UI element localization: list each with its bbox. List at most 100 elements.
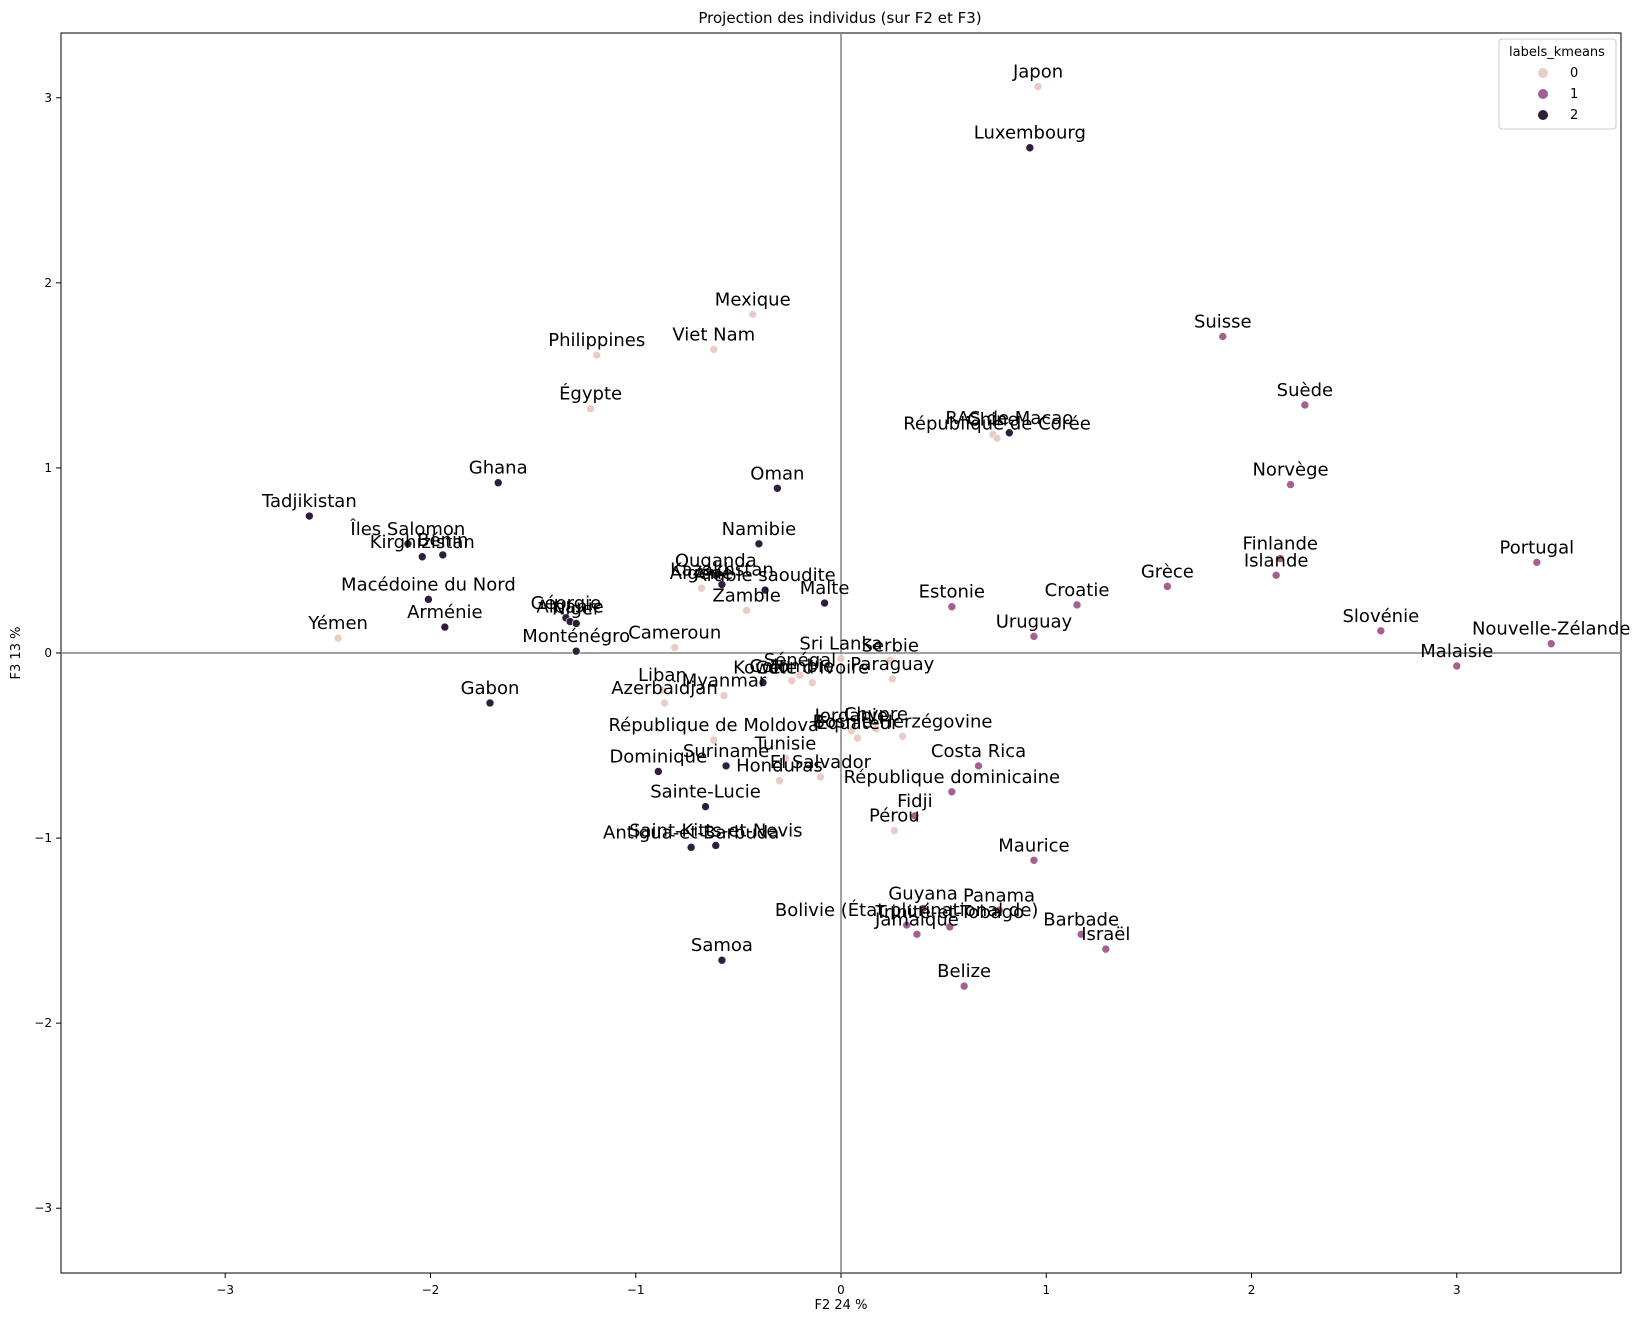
data-point: [709, 345, 719, 354]
point-label: RAS de Macao: [945, 408, 1073, 429]
data-point: [947, 787, 957, 797]
y-tick-label: −3: [34, 1201, 52, 1215]
point-label: Kazakhstan: [670, 560, 774, 581]
point-label: Slovénie: [1343, 606, 1420, 627]
data-point: [1452, 661, 1462, 671]
data-point: [974, 761, 983, 771]
y-tick-label: 2: [44, 276, 52, 290]
point-label: Arabie saoudite: [694, 565, 835, 586]
point-label: Albanie: [536, 597, 603, 618]
data-point: [1286, 480, 1295, 489]
y-tick-label: −2: [34, 1016, 52, 1030]
data-point: [440, 622, 450, 632]
point-label: Namibie: [722, 519, 797, 540]
point-label: République de Moldova: [608, 715, 819, 736]
data-point: [787, 676, 797, 686]
legend-frame: [1498, 38, 1617, 130]
legend-marker-2: [1538, 110, 1548, 120]
point-label: Jordanie: [814, 706, 888, 727]
data-point: [697, 583, 706, 593]
data-point: [1025, 143, 1035, 153]
data-point: [758, 678, 768, 687]
data-point: [959, 981, 969, 991]
point-label: Zambie: [712, 585, 780, 606]
point-label: Fidji: [897, 791, 932, 812]
point-label: Sénégal: [764, 650, 836, 671]
data-point: [1376, 626, 1386, 636]
x-tick-label: 3: [1453, 1283, 1461, 1297]
data-point: [686, 843, 696, 852]
point-label: Croatie: [1045, 580, 1110, 601]
point-label: Cameroun: [628, 622, 721, 643]
chart-title: Projection des individus (sur F2 et F3): [698, 9, 981, 27]
point-label: Malte: [800, 578, 850, 599]
data-point: [773, 483, 782, 493]
legend-marker-1: [1538, 89, 1548, 99]
data-point: [493, 478, 503, 488]
point-label: Pérou: [869, 806, 920, 827]
point-label: Honduras: [736, 756, 823, 777]
y-tick-label: 1: [44, 461, 52, 475]
data-point: [403, 539, 413, 549]
data-point: [902, 920, 911, 930]
data-point: [890, 826, 899, 835]
y-tick-label: 0: [44, 646, 52, 660]
data-point: [947, 602, 957, 612]
data-point: [888, 674, 897, 684]
data-point: [1163, 582, 1172, 591]
data-points: [305, 82, 1556, 991]
point-label: Macédoine du Nord: [341, 574, 516, 595]
data-point: [945, 922, 955, 932]
data-point: [742, 606, 751, 615]
point-label: Samoa: [691, 935, 753, 956]
reference-lines: [61, 33, 1621, 1273]
data-point: [918, 904, 928, 913]
x-axis: −3 −2 −1 0 1 2 3: [216, 1273, 1461, 1297]
point-label: Suisse: [1194, 312, 1252, 333]
data-point: [816, 772, 825, 782]
data-point: [781, 754, 790, 763]
point-label: Maurice: [998, 835, 1069, 856]
data-point: [670, 643, 680, 652]
data-point: [717, 580, 727, 589]
data-point: [912, 930, 922, 939]
point-label: Costa Rica: [931, 741, 1026, 762]
data-point: [795, 670, 805, 680]
point-label: Arménie: [407, 602, 483, 623]
point-label: Bosnie-Herzégovine: [813, 711, 993, 732]
x-tick-label: −3: [216, 1283, 234, 1297]
point-label: Uruguay: [996, 611, 1073, 632]
data-point: [711, 570, 721, 580]
point-label: Azerbaïdjan: [611, 678, 718, 699]
point-label: Colombie: [749, 656, 834, 677]
point-label: Saint-Kitts-et-Nevis: [629, 820, 802, 841]
data-point: [775, 776, 784, 786]
point-label: Ghana: [469, 458, 528, 479]
point-label: Égypte: [559, 383, 622, 405]
data-point: [1218, 332, 1228, 341]
point-label: Îles Salomon: [349, 518, 465, 540]
point-label: Grèce: [1141, 561, 1194, 582]
legend-title: labels_kmeans: [1509, 45, 1605, 60]
point-label: Yémen: [307, 613, 368, 634]
point-label: Géorgie: [531, 593, 602, 614]
point-label: Sri Lanka: [799, 634, 882, 655]
point-label: Monténégro: [522, 626, 630, 647]
x-tick-label: 0: [837, 1283, 845, 1297]
data-point: [305, 511, 314, 521]
data-point: [424, 595, 433, 604]
point-label: Algérie: [670, 563, 733, 584]
point-label: Chypre: [844, 704, 908, 725]
y-axis-label: F3 13 %: [9, 627, 24, 680]
point-label: Israël: [1081, 924, 1130, 945]
point-label: Finlande: [1243, 534, 1318, 555]
point-label: Paraguay: [850, 654, 934, 675]
data-point: [1300, 400, 1310, 410]
data-point: [1033, 82, 1043, 91]
data-point: [571, 619, 581, 628]
point-label: Trinité-et-Tobago: [874, 902, 1024, 923]
data-point: [1072, 600, 1082, 610]
data-point: [807, 678, 817, 687]
point-label: Myanmar: [682, 671, 767, 692]
